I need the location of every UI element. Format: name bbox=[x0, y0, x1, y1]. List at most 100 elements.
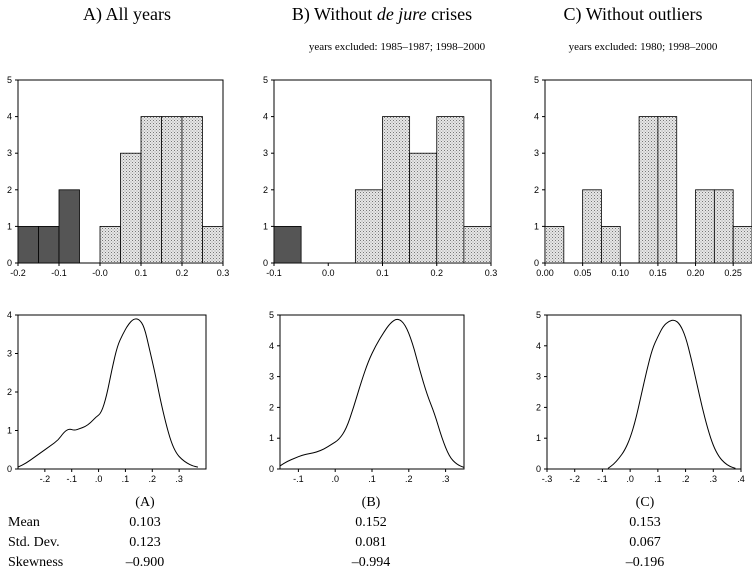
hist-bar-A bbox=[140, 116, 162, 264]
stat-skewness-c: –0.196 bbox=[625, 555, 665, 570]
density-xtick-label-C: -.3 bbox=[542, 474, 553, 484]
hist-ytick-label-B: 5 bbox=[263, 75, 268, 85]
density-xtick-label-C: .1 bbox=[654, 474, 662, 484]
density-xtick-label-B: .1 bbox=[368, 474, 376, 484]
panel-b-label: (B) bbox=[362, 495, 381, 510]
density-ytick-label-B: 1 bbox=[269, 433, 274, 443]
density-xtick-label-A: .0 bbox=[95, 474, 103, 484]
hist-xtick-label-C: 0.15 bbox=[649, 268, 667, 278]
hist-bar-B bbox=[354, 189, 383, 264]
density-c: 0 1 2 3 4 5 -.3 -.2 -.1 .0 .1 .2 .3 .4 bbox=[536, 310, 745, 484]
density-xtick-label-A: -.1 bbox=[66, 474, 77, 484]
hist-bar-B bbox=[382, 116, 411, 264]
hist-bar-A bbox=[161, 116, 183, 264]
density-ytick-label-C: 3 bbox=[536, 372, 541, 382]
histogram-b: 0 1 2 3 4 5 -0.1 0.0 0.1 0.2 0.3 bbox=[263, 75, 497, 278]
hist-ytick-label-C: 5 bbox=[534, 75, 539, 85]
density-ytick-label-C: 0 bbox=[536, 464, 541, 474]
hist-bar-A bbox=[202, 225, 224, 264]
panel-c-title: C) Without outliers bbox=[564, 4, 703, 25]
hist-xtick-label-C: 0.25 bbox=[724, 268, 742, 278]
stat-mean-a: 0.103 bbox=[129, 515, 161, 530]
density-frame-B bbox=[279, 314, 465, 470]
stat-label-stddev: Std. Dev. bbox=[8, 535, 60, 550]
density-ytick-label-B: 4 bbox=[269, 341, 274, 351]
density-ytick-label-B: 0 bbox=[269, 464, 274, 474]
density-ytick-label-A: 3 bbox=[7, 349, 12, 359]
hist-bar-B bbox=[463, 225, 492, 264]
density-ytick-label-C: 5 bbox=[536, 310, 541, 320]
hist-xtick-label-C: 0.05 bbox=[574, 268, 592, 278]
density-curve-A bbox=[17, 318, 199, 468]
hist-bar-C bbox=[582, 189, 602, 264]
density-xtick-label-A: .2 bbox=[149, 474, 157, 484]
hist-ytick-label-A: 3 bbox=[7, 148, 12, 158]
stat-mean-b: 0.152 bbox=[355, 515, 387, 530]
density-xtick-label-A: .3 bbox=[175, 474, 183, 484]
hist-bar-C bbox=[601, 225, 621, 264]
panel-b-title: B) Without de jure crises bbox=[292, 4, 472, 25]
stat-label-skewness: Skewness bbox=[8, 555, 63, 570]
density-ytick-label-B: 2 bbox=[269, 402, 274, 412]
hist-ytick-label-B: 0 bbox=[263, 258, 268, 268]
stat-skewness-b: –0.994 bbox=[351, 555, 391, 570]
hist-bar-A bbox=[17, 225, 39, 264]
hist-xtick-label-A: 0.2 bbox=[176, 268, 189, 278]
hist-ytick-label-C: 0 bbox=[534, 258, 539, 268]
hist-xtick-label-B: 0.2 bbox=[430, 268, 443, 278]
density-ytick-label-B: 3 bbox=[269, 372, 274, 382]
density-xtick-label-C: -.2 bbox=[569, 474, 580, 484]
density-xtick-label-A: -.2 bbox=[40, 474, 51, 484]
panel-a-label: (A) bbox=[135, 495, 155, 510]
hist-bar-A bbox=[181, 116, 203, 264]
hist-bar-B bbox=[273, 225, 302, 264]
panel-c-subtitle: years excluded: 1980; 1998–2000 bbox=[569, 41, 718, 53]
stat-stddev-b: 0.081 bbox=[355, 535, 387, 550]
hist-ytick-label-A: 1 bbox=[7, 221, 12, 231]
histogram-a: 0 1 2 3 4 5 -0.2 -0.1 -0.0 0.1 0.2 0.3 bbox=[7, 75, 229, 278]
density-curve-C bbox=[607, 319, 736, 469]
hist-ytick-label-B: 4 bbox=[263, 112, 268, 122]
hist-bar-C bbox=[544, 225, 565, 264]
density-xtick-label-A: .1 bbox=[122, 474, 130, 484]
density-ytick-label-C: 2 bbox=[536, 402, 541, 412]
density-xtick-label-B: .0 bbox=[331, 474, 339, 484]
hist-bar-C bbox=[695, 189, 715, 264]
hist-ytick-label-B: 1 bbox=[263, 221, 268, 231]
stat-stddev-a: 0.123 bbox=[129, 535, 161, 550]
density-xtick-label-C: .4 bbox=[737, 474, 745, 484]
density-ytick-label-C: 1 bbox=[536, 433, 541, 443]
hist-bar-A bbox=[120, 152, 142, 264]
hist-ytick-label-B: 2 bbox=[263, 185, 268, 195]
density-b: 0 1 2 3 4 5 -.1 .0 .1 .2 .3 bbox=[269, 310, 465, 484]
hist-xtick-label-B: -0.1 bbox=[266, 268, 282, 278]
hist-xtick-label-C: 0.10 bbox=[612, 268, 630, 278]
density-frame-A bbox=[17, 314, 207, 470]
density-ytick-label-A: 4 bbox=[7, 310, 12, 320]
density-xtick-label-C: .0 bbox=[626, 474, 634, 484]
density-frame-C bbox=[546, 314, 742, 470]
density-ytick-label-A: 1 bbox=[7, 426, 12, 436]
hist-xtick-label-B: 0.0 bbox=[322, 268, 335, 278]
hist-ytick-label-B: 3 bbox=[263, 148, 268, 158]
density-xtick-label-B: -.1 bbox=[293, 474, 304, 484]
hist-bar-B bbox=[409, 152, 438, 264]
hist-ytick-label-C: 3 bbox=[534, 148, 539, 158]
density-a: 0 1 2 3 4 -.2 -.1 .0 .1 .2 .3 bbox=[7, 310, 207, 484]
hist-xtick-label-A: 0.1 bbox=[135, 268, 148, 278]
hist-xtick-label-A: 0.3 bbox=[217, 268, 230, 278]
hist-ytick-label-C: 1 bbox=[534, 221, 539, 231]
hist-bar-B bbox=[436, 116, 465, 264]
hist-xtick-label-C: 0.20 bbox=[687, 268, 705, 278]
hist-bar-C bbox=[657, 116, 678, 264]
hist-xtick-label-B: 0.3 bbox=[485, 268, 498, 278]
panel-a-title: A) All years bbox=[83, 4, 171, 25]
hist-ytick-label-C: 4 bbox=[534, 112, 539, 122]
density-xtick-label-B: .3 bbox=[442, 474, 450, 484]
density-xtick-label-C: .2 bbox=[682, 474, 690, 484]
hist-xtick-label-A: -0.2 bbox=[10, 268, 26, 278]
stat-stddev-c: 0.067 bbox=[629, 535, 661, 550]
stat-mean-c: 0.153 bbox=[629, 515, 661, 530]
density-xtick-label-C: -.1 bbox=[597, 474, 608, 484]
hist-xtick-label-A: -0.1 bbox=[51, 268, 67, 278]
